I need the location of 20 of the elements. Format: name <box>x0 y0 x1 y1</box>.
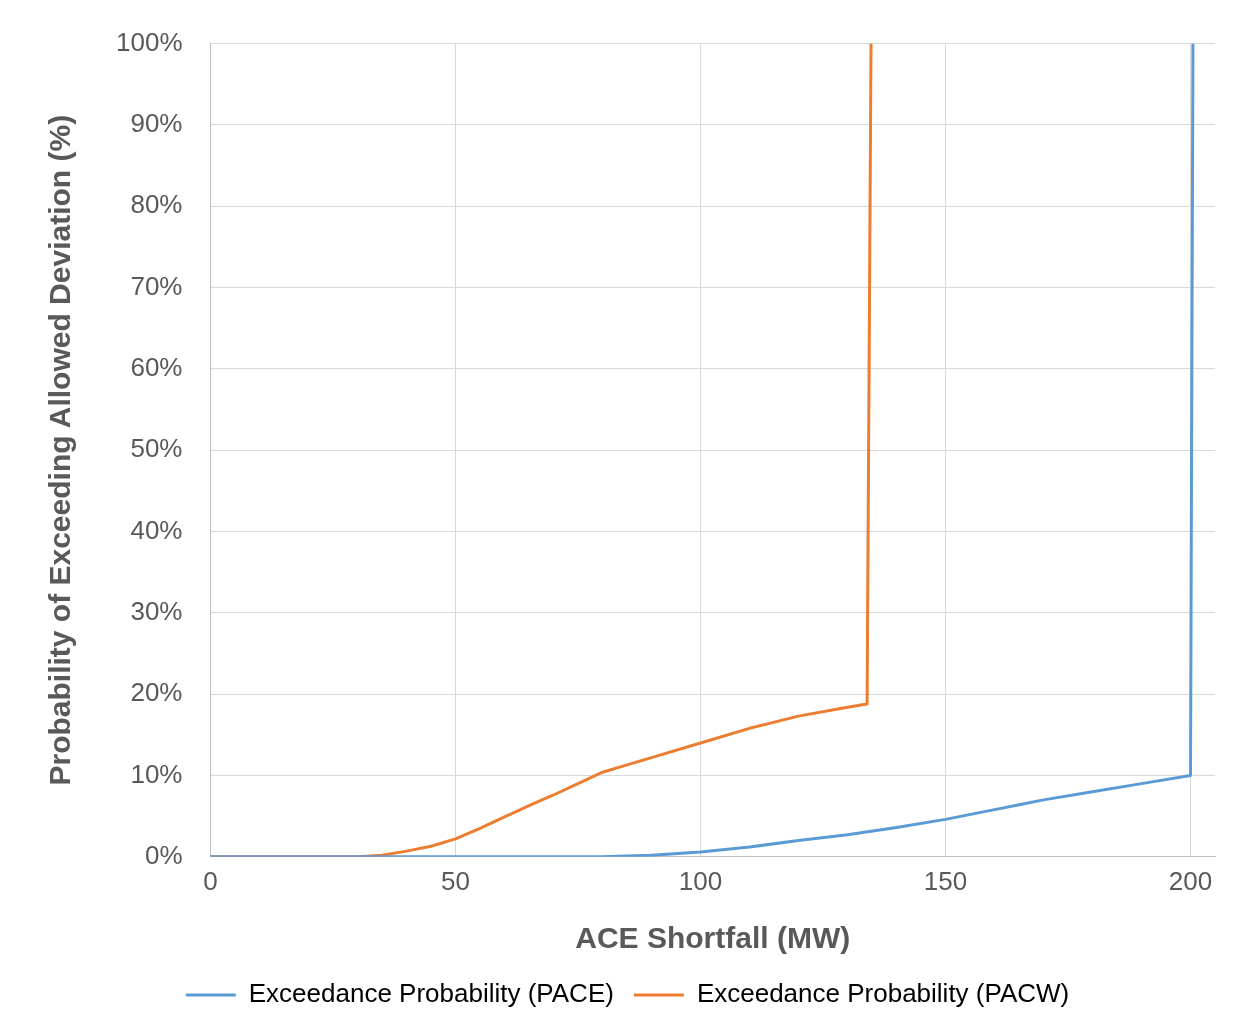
y-tick-label: 60% <box>130 352 183 383</box>
y-axis-title: Probability of Exceeding Allowed Deviation (%) <box>43 114 77 786</box>
y-tick-label: 0% <box>144 839 183 870</box>
y-tick-label: 10% <box>130 758 183 789</box>
x-axis-title: ACE Shortfall (MW) <box>575 921 851 955</box>
legend-label: Exceedance Probability (PACE) <box>248 978 614 1009</box>
y-tick-label: 50% <box>130 433 183 464</box>
x-tick-label: 200 <box>1168 865 1213 896</box>
y-tick-label: 70% <box>130 270 183 301</box>
y-tick-label: 40% <box>130 514 183 545</box>
legend-label: Exceedance Probability (PACW) <box>696 978 1070 1009</box>
x-tick-label: 100 <box>678 865 723 896</box>
x-tick-label: 0 <box>203 865 218 896</box>
y-tick-label: 80% <box>130 189 183 220</box>
x-tick-label: 50 <box>441 865 470 896</box>
y-tick-label: 30% <box>130 596 183 627</box>
y-tick-label: 100% <box>116 26 183 57</box>
x-tick-label: 150 <box>923 865 968 896</box>
y-tick-label: 20% <box>130 677 183 708</box>
y-tick-label: 90% <box>130 108 183 139</box>
